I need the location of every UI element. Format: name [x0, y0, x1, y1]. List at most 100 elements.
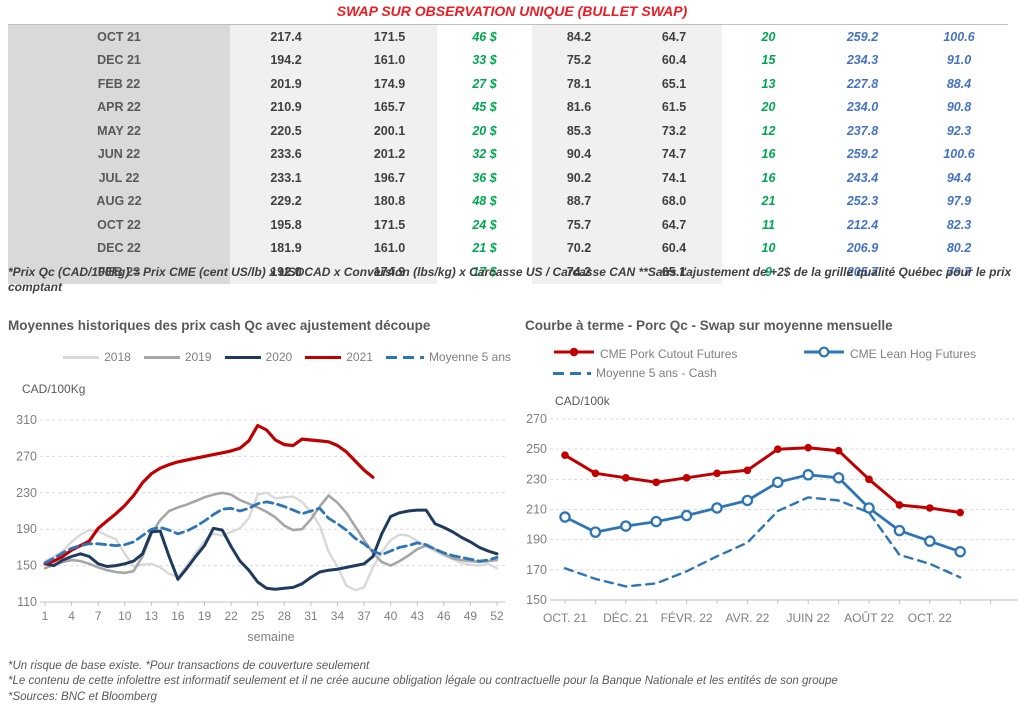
contract-month-cell: MAY 22: [8, 119, 230, 143]
table-row: MAY 22 220.5 200.1 20 $ 85.3 73.2 12 237.8 92.3: [8, 119, 1008, 143]
svg-text:22: 22: [224, 609, 238, 623]
table-cell: 217.4: [230, 25, 342, 49]
table-cell: 64.7: [626, 213, 722, 237]
left-chart-legend: 2018 2019 2020 2021 Moyenne 5 ans: [63, 350, 511, 364]
table-cell: 180.8: [342, 189, 437, 213]
table-cell: 88.7: [532, 189, 626, 213]
table-cell: 201.9: [230, 72, 342, 96]
svg-text:46: 46: [437, 609, 451, 623]
svg-text:25: 25: [251, 609, 265, 623]
legend-label: CME Pork Cutout Futures: [600, 346, 738, 361]
table-cell: 60.4: [626, 236, 722, 260]
table-cell: 24 $: [472, 217, 497, 232]
swap-table: OCT 21 217.4 171.5 46 $84.2 64.7 20 259.2 100.6…: [8, 24, 1008, 284]
table-cell: 12: [761, 123, 776, 138]
right-chart-plot: 150 170 190 210 230 250 270 OCT. 21 DÉC. 21 FÉVR.…: [526, 412, 1018, 625]
table-cell: 16: [761, 147, 776, 162]
svg-text:4: 4: [68, 609, 75, 623]
table-cell: 229.2: [230, 189, 342, 213]
table-row: JUL 22 233.1 196.7 36 $ 90.2 74.1 16 243.4 94.4: [8, 166, 1008, 190]
svg-text:AOÛT 22: AOÛT 22: [844, 610, 894, 625]
svg-text:19: 19: [198, 609, 212, 623]
table-cell: 233.6: [230, 142, 342, 166]
table-row: FEB 22 201.9 174.9 27 $ 78.1 65.1 13 227.8 88.4: [8, 72, 1008, 96]
svg-text:DÉC. 21: DÉC. 21: [603, 610, 649, 625]
table-cell: 74.7: [626, 142, 722, 166]
table-cell: 90.4: [532, 142, 626, 166]
legend-label: Moyenne 5 ans: [428, 350, 511, 364]
legend-item: Moyenne 5 ans - Cash: [553, 366, 717, 380]
table-cell: 13: [761, 76, 776, 91]
svg-text:210: 210: [526, 503, 547, 517]
table-cell: 161.0: [342, 236, 437, 260]
legend-item: 2020: [224, 350, 293, 364]
table-cell: 90.8: [946, 100, 972, 115]
table-cell: 90.2: [532, 166, 626, 190]
table-cell: 92.3: [946, 123, 972, 138]
svg-text:1: 1: [42, 609, 49, 623]
table-cell: 65.1: [626, 72, 722, 96]
table-cell: 100.6: [943, 147, 975, 162]
table-cell: 174.9: [342, 260, 437, 284]
table-cell: 20: [761, 29, 776, 44]
table-cell: 196.7: [342, 166, 437, 190]
table-cell: 9: [765, 264, 772, 279]
table-cell: 33 $: [472, 53, 497, 68]
page-title: SWAP SUR OBSERVATION UNIQUE (BULLET SWAP…: [336, 3, 688, 19]
footnote-line: *Le contenu de cette infolettre est info…: [8, 675, 838, 688]
table-cell: 174.9: [342, 72, 437, 96]
table-row: OCT 21 217.4 171.5 46 $ 84.2 64.7 20 259.2 100.6: [8, 25, 1008, 49]
contract-month-cell: OCT 22: [8, 213, 230, 237]
table-cell: 32 $: [472, 147, 497, 162]
svg-text:43: 43: [411, 609, 425, 623]
table-cell: 20: [761, 100, 776, 115]
table-cell: 88.4: [946, 76, 972, 91]
right-chart-y-unit: CAD/100k: [555, 394, 610, 408]
table-row: DEC 21 194.2 161.0 33 $ 75.2 60.4 15 234.3 91.0: [8, 48, 1008, 72]
svg-text:250: 250: [526, 442, 547, 456]
svg-text:OCT. 21: OCT. 21: [543, 611, 587, 625]
table-cell: 15: [761, 53, 776, 68]
table-cell: 70.2: [532, 236, 626, 260]
filled-circle-line-swatch: [553, 346, 595, 361]
solid-line-swatch: [305, 355, 342, 359]
svg-text:OCT. 22: OCT. 22: [908, 611, 952, 625]
right-chart-legend: CME Pork Cutout Futures CME Lean Hog Futu…: [553, 346, 1023, 380]
legend-label: CME Lean Hog Futures: [850, 346, 977, 361]
contract-month-cell: DEC 21: [8, 48, 230, 72]
table-cell: 84.2: [532, 25, 626, 49]
table-cell: 195.8: [230, 213, 342, 237]
svg-text:AVR. 22: AVR. 22: [725, 611, 769, 625]
forward-curve-chart: Courbe à terme - Porc Qc - Swap sur moye…: [525, 318, 1023, 658]
table-cell: 161.0: [342, 48, 437, 72]
table-footnote: *Prix Qc (CAD/100kg) = Prix CME (cent US…: [8, 265, 1012, 294]
table-cell: 192.0: [230, 260, 342, 284]
table-cell: 61.5: [626, 95, 722, 119]
historical-cash-prices-chart: Moyennes historiques des prix cash Qc av…: [8, 318, 513, 658]
svg-text:semaine: semaine: [247, 630, 294, 644]
table-row: AUG 22 229.2 180.8 48 $ 88.7 68.0 21 252.3 97.9: [8, 189, 1008, 213]
svg-text:JUIN 22: JUIN 22: [787, 611, 831, 625]
svg-text:31: 31: [304, 609, 318, 623]
table-cell: 10: [761, 241, 776, 256]
contract-month-cell: APR 22: [8, 95, 230, 119]
footnote-line: *Un risque de base existe. *Pour transac…: [8, 660, 370, 672]
table-cell: 75.2: [532, 48, 626, 72]
solid-line-swatch: [63, 355, 100, 359]
table-row: OCT 22 195.8 171.5 24 $ 75.7 64.7 11 212.4 82.3: [8, 213, 1008, 237]
svg-text:270: 270: [16, 449, 37, 463]
table-cell: 79.7: [946, 264, 972, 279]
legend-label: 2020: [265, 350, 293, 364]
table-cell: 206.9: [846, 241, 879, 256]
svg-text:52: 52: [490, 609, 504, 623]
svg-text:7: 7: [95, 609, 102, 623]
table-cell: 165.7: [342, 95, 437, 119]
table-cell: 227.8: [846, 76, 879, 91]
table-cell: 27 $: [472, 76, 497, 91]
table-cell: 181.9: [230, 236, 342, 260]
table-cell: 20 $: [472, 123, 497, 138]
svg-text:190: 190: [16, 522, 37, 536]
left-chart-plot: 110 150 190 230 270 310 1 4 7 10 13 16 19 22 25 28 31 34 3…: [16, 413, 505, 644]
left-chart-title: Moyennes historiques des prix cash Qc av…: [8, 318, 431, 333]
